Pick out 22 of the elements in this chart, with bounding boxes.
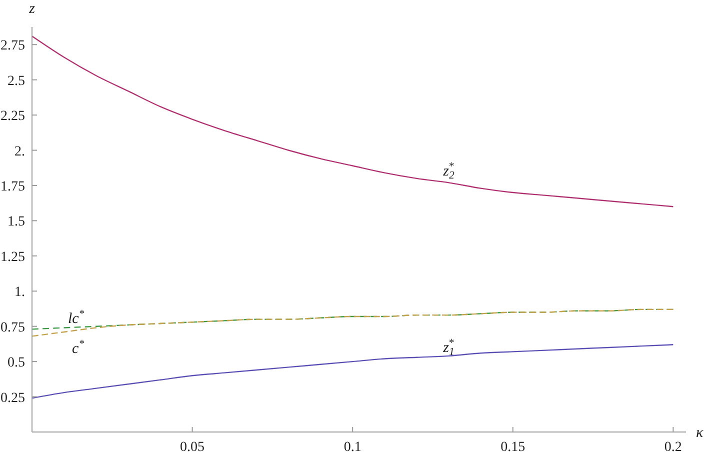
y-tick-label: 2.: [14, 144, 25, 160]
y-tick-label: 2.25: [0, 109, 25, 124]
y-tick-label: 0.5: [8, 356, 25, 371]
y-axis-title: z: [28, 1, 36, 17]
line-series: [32, 344, 674, 399]
y-tick-label: 0.25: [0, 390, 25, 406]
y-tick-label: 1.75: [0, 179, 25, 194]
x-axis-title: κ: [696, 425, 704, 441]
x-tick-label: 0.1: [344, 440, 362, 455]
y-tick-label: 2.5: [8, 74, 25, 89]
x-tick-label: 0.05: [180, 440, 205, 455]
series-label: c$^{*}$: [72, 338, 85, 357]
y-tick-label: 1.5: [8, 214, 25, 230]
line-series: [32, 36, 674, 208]
x-tick-label: 0.2: [664, 440, 682, 455]
y-tick-label: 1.25: [0, 250, 25, 265]
y-tick-label: 1.: [14, 285, 25, 300]
series-label: lc$^{*}$: [68, 308, 85, 327]
y-tick-label: 2.75: [0, 38, 25, 54]
y-tick-label: 0.75: [0, 320, 25, 336]
line-series: [32, 308, 674, 337]
x-tick-label: 0.15: [500, 440, 526, 455]
